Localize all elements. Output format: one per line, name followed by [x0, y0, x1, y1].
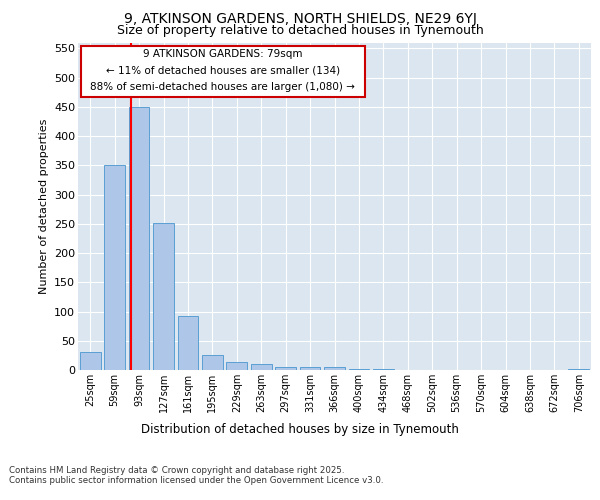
Bar — [226, 362, 247, 370]
Bar — [202, 355, 223, 370]
Bar — [373, 369, 394, 370]
Bar — [275, 367, 296, 370]
Bar — [178, 316, 199, 370]
Bar — [568, 369, 589, 370]
Bar — [128, 107, 149, 370]
Text: ← 11% of detached houses are smaller (134): ← 11% of detached houses are smaller (13… — [106, 66, 340, 76]
Bar — [153, 222, 174, 370]
Y-axis label: Number of detached properties: Number of detached properties — [38, 118, 49, 294]
Text: 9, ATKINSON GARDENS, NORTH SHIELDS, NE29 6YJ: 9, ATKINSON GARDENS, NORTH SHIELDS, NE29… — [124, 12, 476, 26]
Text: Contains public sector information licensed under the Open Government Licence v3: Contains public sector information licen… — [9, 476, 383, 485]
Bar — [80, 352, 101, 370]
Text: 88% of semi-detached houses are larger (1,080) →: 88% of semi-detached houses are larger (… — [91, 82, 355, 92]
Text: Contains HM Land Registry data © Crown copyright and database right 2025.: Contains HM Land Registry data © Crown c… — [9, 466, 344, 475]
Text: 9 ATKINSON GARDENS: 79sqm: 9 ATKINSON GARDENS: 79sqm — [143, 49, 302, 59]
Text: Size of property relative to detached houses in Tynemouth: Size of property relative to detached ho… — [116, 24, 484, 37]
FancyBboxPatch shape — [80, 46, 365, 96]
Bar — [104, 166, 125, 370]
Bar — [324, 367, 345, 370]
Text: Distribution of detached houses by size in Tynemouth: Distribution of detached houses by size … — [141, 422, 459, 436]
Bar — [251, 364, 272, 370]
Bar — [299, 367, 320, 370]
Bar — [349, 369, 370, 370]
